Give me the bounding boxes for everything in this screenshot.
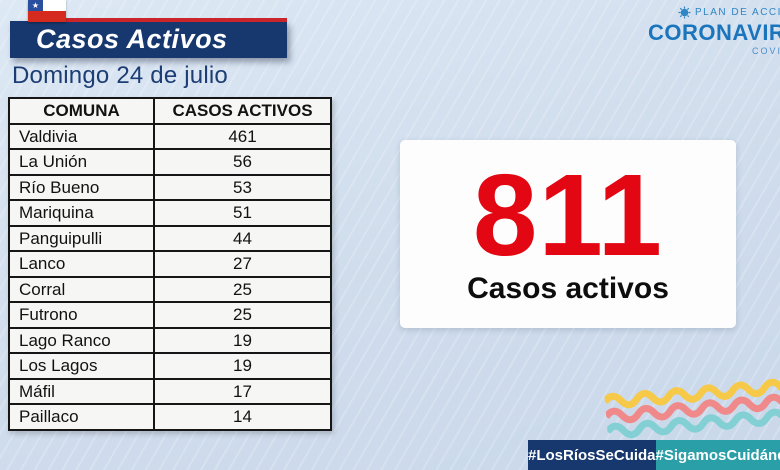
total-cases-number: 811 [472,150,664,281]
red-accent-line [32,18,287,22]
total-cases-card: 811 Casos activos [400,140,736,328]
casos-cell: 14 [153,403,332,431]
table-row: Mariquina 51 [8,199,332,227]
brand-name: CORONAVIRUS [648,20,780,45]
ribbon-pink [603,393,780,424]
table-row: Panguipulli 44 [8,224,332,252]
hashtag-losrios-label: #LosRíosSeCuida [528,446,656,464]
comuna-cell: La Unión [8,148,155,176]
comuna-cell: Lanco [8,250,155,278]
total-cases-label: Casos activos [467,271,669,305]
comuna-cell: Río Bueno [8,173,155,201]
comuna-cell: Futrono [8,301,155,329]
title-banner: Casos Activos [10,21,287,58]
comuna-cell: Valdivia [8,122,155,150]
virus-icon [678,6,691,19]
hashtag-losrios: #LosRíosSeCuida [528,440,656,470]
flag-white-field [43,0,66,11]
page-title: Casos Activos [36,24,228,54]
table-row: Lanco 27 [8,250,332,278]
casos-cell: 19 [153,326,332,354]
brand-plan-label: PLAN DE ACCIÓN [695,7,780,18]
table-row: Futrono 25 [8,301,332,329]
table-row: La Unión 56 [8,148,332,176]
flag-top-stripe: ★ [28,0,66,11]
casos-cell: 51 [153,199,332,227]
flag-canton: ★ [28,0,43,11]
comuna-cell: Mariquina [8,199,155,227]
star-icon: ★ [31,1,40,10]
flag-red-stripe [28,11,66,22]
table-header-row: COMUNA CASOS ACTIVOS [8,97,332,125]
comuna-cell: Máfil [8,377,155,405]
comuna-cell: Paillaco [8,403,155,431]
casos-cell: 56 [153,148,332,176]
casos-cell: 27 [153,250,332,278]
hashtag-sigamos-label: #SigamosCuidándonos [655,446,780,464]
table-row: Los Lagos 19 [8,352,332,380]
table-row: Paillaco 14 [8,403,332,431]
column-header-comuna: COMUNA [8,97,155,125]
casos-cell: 53 [153,173,332,201]
casos-cell: 44 [153,224,332,252]
comuna-cell: Lago Ranco [8,326,155,354]
casos-cell: 25 [153,301,332,329]
footer-bar: #LosRíosSeCuida #SigamosCuidándonos [528,440,780,470]
comuna-cell: Corral [8,275,155,303]
table-row: Corral 25 [8,275,332,303]
comuna-cell: Panguipulli [8,224,155,252]
brand-plan-row: PLAN DE ACCIÓN [678,6,780,19]
cases-table: COMUNA CASOS ACTIVOS Valdivia 461 La Uni… [8,97,332,431]
brand-sub-label: COVID-19 [752,46,780,56]
table-row: Máfil 17 [8,377,332,405]
date-label: Domingo 24 de julio [12,62,228,89]
coronavirus-brand: PLAN DE ACCIÓN CORONAVIRUS COVID-19 [648,6,780,56]
table-row: Lago Ranco 19 [8,326,332,354]
wave-ribbons-decoration [603,378,780,439]
column-header-casos: CASOS ACTIVOS [153,97,332,125]
table-row: Río Bueno 53 [8,173,332,201]
hashtag-sigamos: #SigamosCuidándonos [655,440,780,470]
comuna-cell: Los Lagos [8,352,155,380]
ribbon-teal [604,408,780,439]
chile-flag-icon: ★ [28,0,66,22]
casos-cell: 25 [153,275,332,303]
table-row: Valdivia 461 [8,122,332,150]
casos-cell: 19 [153,352,332,380]
ribbon-yellow [603,378,780,409]
casos-cell: 461 [153,122,332,150]
casos-cell: 17 [153,377,332,405]
